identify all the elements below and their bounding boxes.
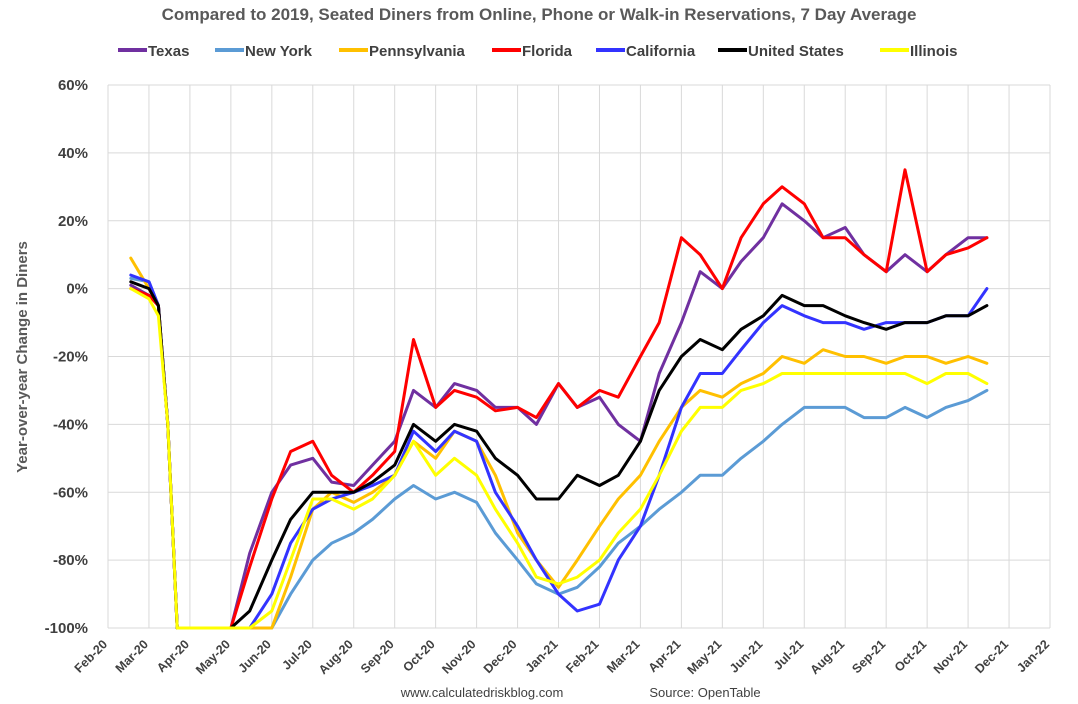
y-axis-ticks: 60% 40% 20% 0% -20% -40% -60% -80% -100% bbox=[45, 77, 88, 637]
x-tick-label: Sep-20 bbox=[358, 637, 397, 676]
x-tick-label: Mar-20 bbox=[113, 637, 151, 675]
y-axis-label: Year-over-year Change in Diners bbox=[14, 241, 31, 473]
y-tick-label: 20% bbox=[58, 213, 88, 230]
x-tick-label: Apr-20 bbox=[154, 637, 192, 675]
legend-label-california: California bbox=[626, 43, 696, 60]
x-tick-label: Nov-20 bbox=[439, 637, 478, 676]
y-tick-label: -60% bbox=[53, 484, 88, 501]
y-tick-label: 40% bbox=[58, 145, 88, 162]
x-tick-label: Nov-21 bbox=[931, 637, 970, 676]
y-tick-label: 0% bbox=[66, 281, 88, 298]
x-tick-label: Apr-21 bbox=[646, 637, 684, 675]
legend-label-florida: Florida bbox=[522, 43, 573, 60]
y-tick-label: -80% bbox=[53, 552, 88, 569]
x-tick-label: Dec-21 bbox=[972, 637, 1011, 676]
x-tick-label: Mar-21 bbox=[604, 637, 642, 675]
legend-label-united-states: United States bbox=[748, 43, 844, 60]
y-tick-label: -40% bbox=[53, 416, 88, 433]
x-tick-label: Feb-20 bbox=[72, 637, 110, 675]
series-line-united-states bbox=[129, 280, 989, 630]
x-tick-label: Jul-20 bbox=[279, 637, 314, 672]
x-tick-label: Jan-22 bbox=[1014, 637, 1052, 675]
x-tick-label: Aug-20 bbox=[316, 637, 356, 677]
series-line-florida bbox=[129, 168, 989, 630]
x-tick-label: Jun-21 bbox=[727, 637, 765, 675]
legend-label-pennsylvania: Pennsylvania bbox=[369, 43, 466, 60]
x-tick-label: May-21 bbox=[685, 637, 725, 677]
x-tick-label: Aug-21 bbox=[807, 637, 847, 677]
x-axis-ticks: Feb-20 Mar-20 Apr-20 May-20 Jun-20 Jul-20 Aug-… bbox=[72, 637, 1052, 677]
x-tick-label: Jan-21 bbox=[523, 637, 561, 675]
x-tick-label: May-20 bbox=[193, 637, 233, 677]
y-tick-label: 60% bbox=[58, 77, 88, 94]
footer-website: www.calculatedriskblog.com bbox=[400, 685, 564, 700]
x-tick-label: Dec-20 bbox=[481, 637, 520, 676]
chart-title: Compared to 2019, Seated Diners from Onl… bbox=[162, 5, 917, 24]
x-tick-label: Oct-20 bbox=[400, 637, 437, 674]
series-line-illinois bbox=[129, 287, 989, 630]
legend-label-texas: Texas bbox=[148, 43, 189, 60]
footer-source: Source: OpenTable bbox=[649, 685, 760, 700]
y-tick-label: -100% bbox=[45, 620, 88, 637]
gridlines bbox=[107, 84, 1051, 629]
x-tick-label: Sep-21 bbox=[849, 637, 888, 676]
legend: Texas New York Pennsylvania Florida Californ… bbox=[118, 43, 958, 60]
legend-label-new-york: New York bbox=[245, 43, 313, 60]
x-tick-label: Jun-20 bbox=[236, 637, 274, 675]
series-layer bbox=[129, 168, 989, 630]
x-tick-label: Jul-21 bbox=[771, 637, 806, 672]
x-tick-label: Oct-21 bbox=[892, 637, 929, 674]
x-tick-label: Feb-21 bbox=[563, 637, 601, 675]
y-tick-label: -20% bbox=[53, 349, 88, 366]
legend-label-illinois: Illinois bbox=[910, 43, 958, 60]
